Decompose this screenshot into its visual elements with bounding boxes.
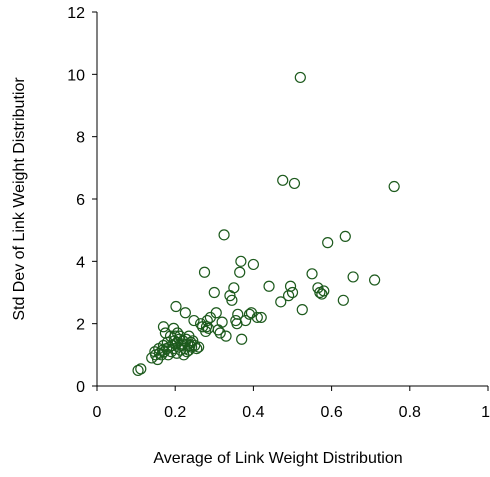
data-point	[296, 304, 308, 316]
data-point	[193, 341, 205, 353]
data-point	[188, 314, 200, 327]
data-point	[198, 266, 211, 278]
y-axis-ticks: 0 2 4 6 8 10 12	[67, 5, 97, 396]
y-tick-label: 0	[76, 379, 85, 396]
data-point	[236, 333, 248, 345]
y-tick-label: 10	[67, 67, 85, 84]
data-point	[220, 330, 232, 342]
plot-area	[132, 71, 400, 377]
x-tick-label: 0	[93, 404, 102, 421]
data-point	[284, 280, 297, 292]
data-point	[132, 364, 144, 377]
x-tick-label: 0.6	[320, 404, 342, 421]
data-point	[234, 266, 246, 278]
data-point	[169, 330, 181, 342]
y-axis-title: Std Dev of Link Weight Distributior	[11, 77, 28, 321]
data-point	[232, 308, 244, 320]
data-point	[247, 258, 259, 271]
data-point	[179, 307, 191, 319]
x-tick-label: 0.8	[399, 404, 421, 421]
data-point	[369, 274, 381, 286]
data-point	[316, 288, 328, 300]
data-point	[251, 311, 263, 324]
data-point	[157, 339, 170, 352]
y-tick-label: 2	[76, 317, 85, 334]
x-tick-label: 1	[481, 404, 490, 421]
data-point	[191, 343, 203, 355]
data-point	[322, 237, 334, 249]
data-point	[263, 280, 275, 292]
x-tick-label: 0.4	[242, 404, 264, 421]
data-point	[200, 321, 213, 333]
y-tick-label: 4	[76, 254, 85, 271]
data-point	[339, 230, 351, 242]
data-point	[183, 344, 195, 356]
data-point	[235, 255, 247, 267]
data-point	[337, 294, 349, 306]
data-point	[201, 314, 213, 327]
x-tick-label: 0.2	[164, 404, 186, 421]
data-point	[157, 321, 170, 333]
y-tick-label: 12	[67, 5, 85, 22]
data-point	[286, 286, 299, 299]
data-point	[318, 285, 330, 297]
data-point	[255, 311, 267, 324]
x-axis-title: Average of Link Weight Distribution	[153, 450, 402, 467]
data-point	[135, 363, 147, 375]
data-point	[294, 71, 306, 84]
data-point	[218, 229, 230, 241]
data-point	[170, 300, 182, 313]
data-point	[210, 307, 222, 319]
data-point	[388, 180, 400, 193]
data-point	[214, 327, 226, 339]
data-point	[226, 294, 238, 306]
data-point	[228, 282, 240, 294]
x-axis-ticks: 0 0.2 0.4 0.6 0.8 1	[93, 386, 490, 421]
y-tick-label: 6	[76, 192, 85, 209]
data-point	[208, 286, 220, 299]
data-point	[239, 314, 252, 327]
data-point	[275, 296, 287, 308]
data-point	[200, 325, 212, 338]
data-point	[306, 268, 318, 280]
data-point	[277, 174, 289, 186]
data-point	[347, 271, 359, 283]
data-point	[171, 327, 184, 339]
data-point	[243, 308, 256, 320]
data-point	[216, 316, 228, 328]
data-point	[288, 177, 301, 190]
y-tick-label: 8	[76, 130, 85, 147]
